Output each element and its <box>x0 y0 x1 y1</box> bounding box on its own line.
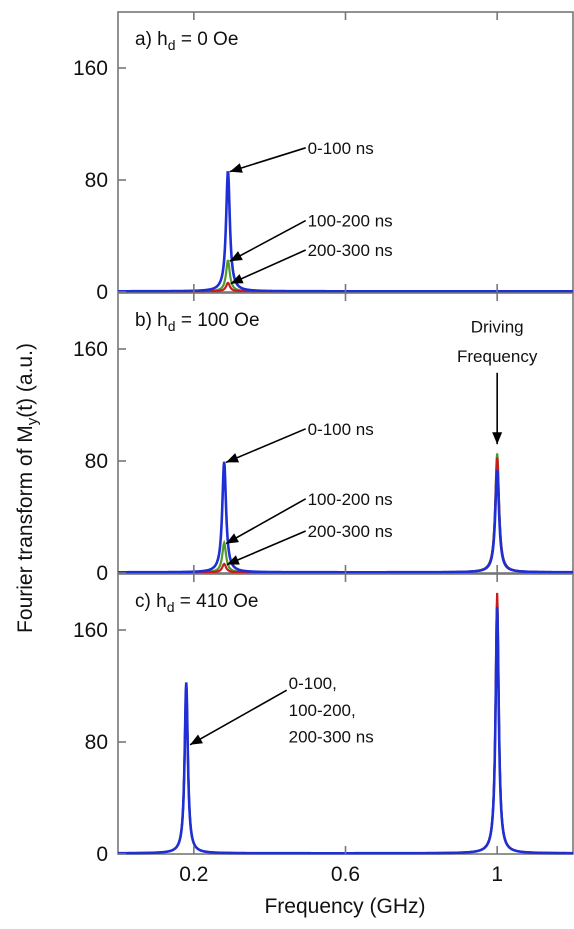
panel-label: a) hd = 0 Oe <box>135 29 238 53</box>
series-line-3 <box>118 457 573 574</box>
annotation-arrow <box>229 219 307 262</box>
annotation-arrow <box>230 249 307 285</box>
y-tick-label: 0 <box>96 843 108 866</box>
panel-label: b) hd = 100 Oe <box>135 310 260 334</box>
series-line-2 <box>118 453 573 574</box>
x-tick-label: 0.6 <box>331 863 360 886</box>
y-axis-title-sub: y <box>24 417 41 425</box>
y-tick-label: 160 <box>73 619 108 642</box>
y-tick-label: 80 <box>85 169 108 192</box>
annotation-label: 200-300 ns <box>289 727 374 746</box>
annotation-label: 100-200 ns <box>308 212 393 231</box>
annotation-label: 200-300 ns <box>308 522 393 541</box>
annotation-label: 0-100, <box>289 674 337 693</box>
series-line-1 <box>118 171 573 293</box>
annotation-label: 0-100 ns <box>308 139 374 158</box>
y-axis-title-rest: (t) (a.u.) <box>14 343 37 418</box>
y-axis-title: Fourier transform of My(t) (a.u.) <box>14 343 41 633</box>
annotation-label: 100-200, <box>289 701 356 720</box>
panel-2: 0 80 160 b) hd = 100 Oe 0-100 ns 100-200 ns 20… <box>73 292 574 585</box>
annotation-arrow <box>226 530 307 566</box>
y-tick-label: 160 <box>73 338 108 361</box>
panel-label: c) hd = 410 Oe <box>135 591 258 615</box>
panel-1: 0 80 160 a) hd = 0 Oe 0-100 ns 100-200 ns 200-… <box>73 11 574 304</box>
y-tick-label: 80 <box>85 450 108 473</box>
annotation-label: Frequency <box>457 347 538 366</box>
y-tick-label: 160 <box>73 57 108 80</box>
annotation-arrow <box>225 428 306 464</box>
annotation-label: 0-100 ns <box>308 420 374 439</box>
annotation-arrow <box>189 689 288 746</box>
x-tick-label: 0.2 <box>179 863 208 886</box>
annotation-arrow <box>225 498 307 545</box>
y-tick-label: 80 <box>85 731 108 754</box>
annotation-label: 200-300 ns <box>308 241 393 260</box>
annotation-arrow <box>229 147 306 173</box>
x-tick-label: 1 <box>491 863 503 886</box>
series-line-1 <box>118 461 573 574</box>
panel-3: 0 80 160 0.2 0.6 1 c) hd = 410 Oe 0-100, 100-200… <box>73 573 574 886</box>
annotation-arrow <box>492 372 503 445</box>
y-tick-label: 0 <box>96 281 108 304</box>
annotation-label: 100-200 ns <box>308 490 393 509</box>
y-axis-title-main: Fourier transform of M <box>14 425 37 633</box>
annotation-label: Driving <box>471 318 524 337</box>
y-tick-label: 0 <box>96 562 108 585</box>
x-axis-title: Frequency (GHz) <box>264 895 425 918</box>
